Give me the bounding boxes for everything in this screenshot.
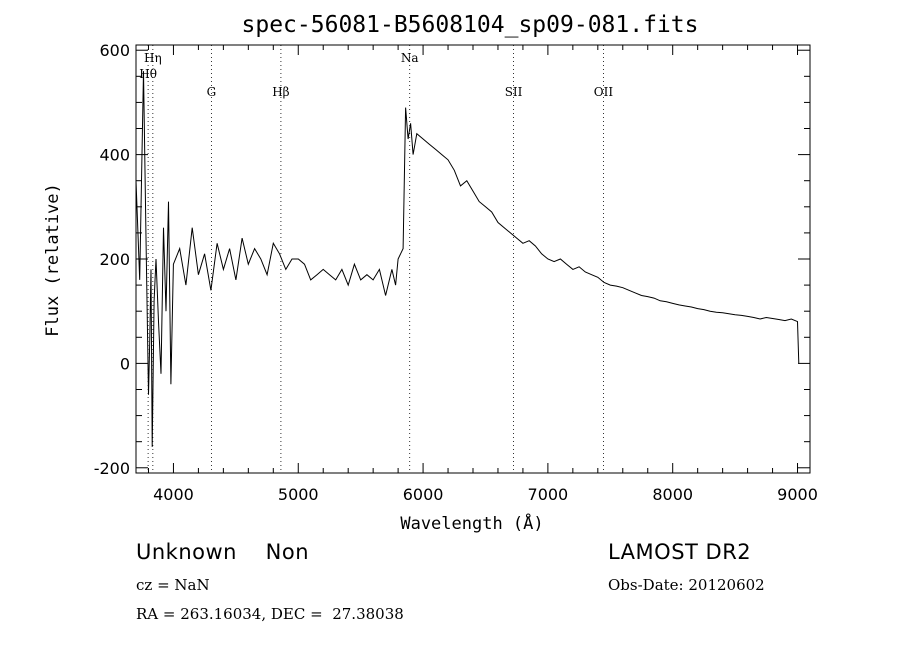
axes: 4000 5000 6000 7000 8000 9000 -200 0 200 400 600 bbox=[94, 41, 818, 504]
emission-line-markers bbox=[147, 45, 604, 473]
y-axis-label: Flux (relative) bbox=[43, 183, 63, 337]
line-labels: Hη Hθ G Hβ Na SII OII bbox=[139, 51, 613, 99]
redshift-label: cz = NaN bbox=[136, 576, 210, 594]
object-class-label: Unknown Non bbox=[136, 540, 310, 564]
line-label: G bbox=[207, 85, 217, 99]
x-tick-label: 7000 bbox=[528, 485, 569, 504]
line-label: Hη bbox=[144, 51, 162, 65]
x-tick-label: 6000 bbox=[403, 485, 444, 504]
y-tick-label: 0 bbox=[120, 354, 130, 373]
spectrum-line bbox=[135, 71, 800, 447]
x-axis-label: Wavelength (Å) bbox=[400, 512, 543, 534]
series-group bbox=[135, 71, 800, 447]
line-label: Hθ bbox=[139, 67, 157, 81]
x-tick-label: 8000 bbox=[652, 485, 693, 504]
observation-date-label: Obs-Date: 20120602 bbox=[608, 576, 765, 594]
line-label: SII bbox=[505, 85, 523, 99]
coordinates-label: RA = 263.16034, DEC = 27.38038 bbox=[136, 605, 404, 623]
chart-title: spec-56081-B5608104_sp09-081.fits bbox=[242, 12, 699, 38]
survey-label: LAMOST DR2 bbox=[608, 540, 752, 564]
plot-frame bbox=[135, 44, 811, 474]
y-tick-label: 200 bbox=[99, 250, 130, 269]
x-tick-label: 4000 bbox=[153, 485, 194, 504]
x-tick-label: 5000 bbox=[278, 485, 319, 504]
y-tick-label: 400 bbox=[99, 146, 130, 165]
line-label: Na bbox=[401, 51, 419, 65]
line-label: Hβ bbox=[272, 85, 289, 99]
line-label: OII bbox=[594, 85, 614, 99]
y-tick-label: -200 bbox=[94, 459, 130, 478]
x-tick-label: 9000 bbox=[777, 485, 818, 504]
y-tick-label: 600 bbox=[99, 41, 130, 60]
